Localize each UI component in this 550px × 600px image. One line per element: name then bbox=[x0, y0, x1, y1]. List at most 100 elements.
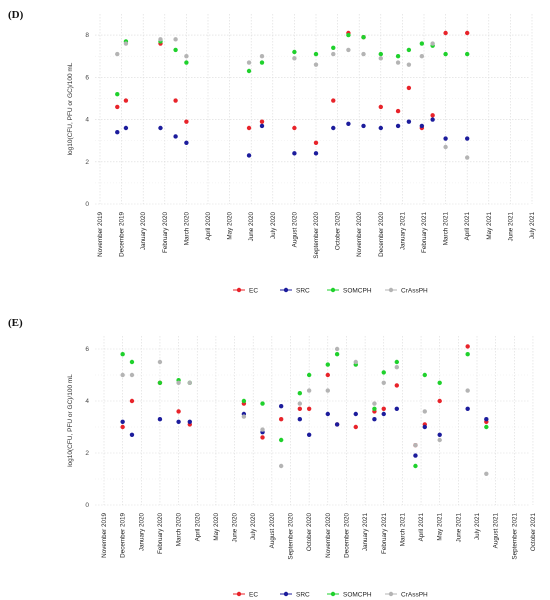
data-point-ec bbox=[292, 125, 297, 131]
data-point-somcph bbox=[246, 68, 252, 74]
legend-swatch-ec bbox=[236, 287, 242, 293]
data-point-src bbox=[443, 136, 448, 141]
data-point-src bbox=[313, 151, 319, 156]
data-point-ec bbox=[115, 104, 120, 110]
data-point-src bbox=[246, 153, 252, 158]
data-point-crassph bbox=[313, 62, 319, 67]
x-tick-label: March 2020 bbox=[183, 212, 190, 246]
data-point-crassph bbox=[419, 54, 425, 59]
data-point-ec bbox=[443, 30, 448, 36]
data-point-somcph bbox=[381, 370, 386, 375]
x-tick-label: January 2021 bbox=[362, 513, 369, 552]
legend-swatch-ec bbox=[236, 591, 242, 597]
x-tick-label: September 2020 bbox=[313, 212, 320, 259]
x-tick-label: October 2020 bbox=[335, 212, 342, 251]
data-point-somcph bbox=[184, 60, 189, 65]
data-point-crassph bbox=[443, 144, 448, 150]
data-point-ec bbox=[123, 98, 129, 103]
x-tick-label: January 2021 bbox=[399, 212, 406, 251]
data-point-src bbox=[129, 432, 135, 437]
data-point-crassph bbox=[346, 47, 351, 53]
x-tick-label: January 2020 bbox=[140, 212, 147, 251]
data-point-crassph bbox=[465, 388, 470, 393]
data-point-src bbox=[187, 419, 192, 424]
data-point-src bbox=[297, 417, 303, 422]
data-point-ec bbox=[259, 119, 265, 124]
data-point-somcph bbox=[297, 391, 303, 396]
data-point-somcph bbox=[443, 51, 448, 57]
data-point-ec bbox=[437, 398, 442, 404]
data-point-src bbox=[437, 432, 442, 437]
data-point-src bbox=[334, 422, 340, 427]
y-tick-label: 6 bbox=[85, 74, 89, 81]
x-tick-label: December 2020 bbox=[343, 513, 350, 558]
data-point-ec bbox=[394, 383, 400, 388]
data-point-crassph bbox=[484, 471, 489, 476]
x-tick-label: February 2020 bbox=[157, 513, 164, 554]
data-point-src bbox=[184, 140, 189, 145]
data-point-ec bbox=[176, 409, 181, 414]
data-point-crassph bbox=[325, 388, 330, 393]
data-point-somcph bbox=[378, 51, 383, 57]
x-tick-label: February 2020 bbox=[162, 212, 169, 253]
x-tick-label: May 2021 bbox=[486, 212, 493, 240]
data-point-crassph bbox=[115, 51, 120, 57]
data-point-somcph bbox=[406, 47, 412, 53]
x-tick-label: February 2021 bbox=[421, 212, 428, 253]
data-point-crassph bbox=[241, 414, 247, 419]
x-tick-label: March 2021 bbox=[443, 212, 450, 246]
data-point-crassph bbox=[120, 372, 125, 378]
data-point-src bbox=[173, 134, 178, 139]
data-point-somcph bbox=[361, 35, 366, 40]
data-point-crassph bbox=[259, 54, 265, 59]
panel-d: (D) 0 2 4 6 8 November 2019 December 2019 Januar… bbox=[8, 9, 536, 294]
data-point-src bbox=[120, 419, 125, 424]
data-point-crassph bbox=[278, 463, 284, 469]
legend-swatch-somcph bbox=[330, 287, 336, 293]
y-tick-label: 2 bbox=[85, 159, 89, 166]
data-point-src bbox=[413, 453, 418, 458]
x-tick-label: July 2020 bbox=[250, 513, 257, 540]
legend-swatch-src bbox=[283, 591, 289, 597]
data-point-ec bbox=[260, 435, 265, 440]
y-tick-label: 8 bbox=[85, 32, 89, 39]
data-point-src bbox=[361, 123, 366, 129]
data-point-crassph bbox=[176, 380, 181, 385]
data-point-somcph bbox=[173, 47, 178, 53]
x-tick-label: November 2020 bbox=[356, 212, 363, 257]
data-point-crassph bbox=[406, 62, 412, 67]
data-point-somcph bbox=[331, 45, 336, 50]
data-point-somcph bbox=[120, 352, 125, 357]
x-tick-label: October 2020 bbox=[306, 513, 313, 552]
data-point-ec bbox=[184, 119, 189, 124]
x-tick-label: March 2021 bbox=[399, 513, 406, 547]
data-point-src bbox=[292, 151, 297, 156]
x-tick-label: December 2020 bbox=[378, 212, 385, 257]
data-point-somcph bbox=[115, 92, 120, 97]
data-point-ec bbox=[406, 85, 412, 91]
data-point-somcph bbox=[419, 41, 425, 46]
data-point-crassph bbox=[394, 365, 400, 370]
x-tick-label: May 2021 bbox=[437, 513, 444, 541]
data-point-ec bbox=[278, 417, 284, 422]
y-tick-label: 2 bbox=[85, 450, 89, 457]
y-tick-label: 0 bbox=[85, 502, 89, 509]
legend-label: SOMCPH bbox=[343, 287, 372, 294]
data-point-src bbox=[353, 411, 358, 417]
data-point-ec bbox=[246, 125, 252, 131]
data-point-src bbox=[465, 136, 470, 141]
data-point-crassph bbox=[334, 346, 340, 352]
data-point-src bbox=[394, 406, 400, 411]
legend-label: SOMCPH bbox=[343, 591, 372, 598]
data-point-somcph bbox=[129, 359, 135, 365]
y-axis-label: log10(CFU, PFU or GC)/100 mL bbox=[67, 374, 74, 467]
data-point-crassph bbox=[123, 41, 129, 46]
data-point-ec bbox=[465, 30, 470, 36]
data-point-ec bbox=[395, 108, 401, 114]
data-point-src bbox=[325, 411, 330, 417]
data-point-somcph bbox=[437, 380, 442, 385]
x-tick-label: November 2019 bbox=[97, 212, 104, 257]
legend-label: SRC bbox=[296, 591, 310, 598]
x-tick-label: April 2021 bbox=[464, 212, 471, 241]
panel-label: (E) bbox=[8, 317, 23, 329]
